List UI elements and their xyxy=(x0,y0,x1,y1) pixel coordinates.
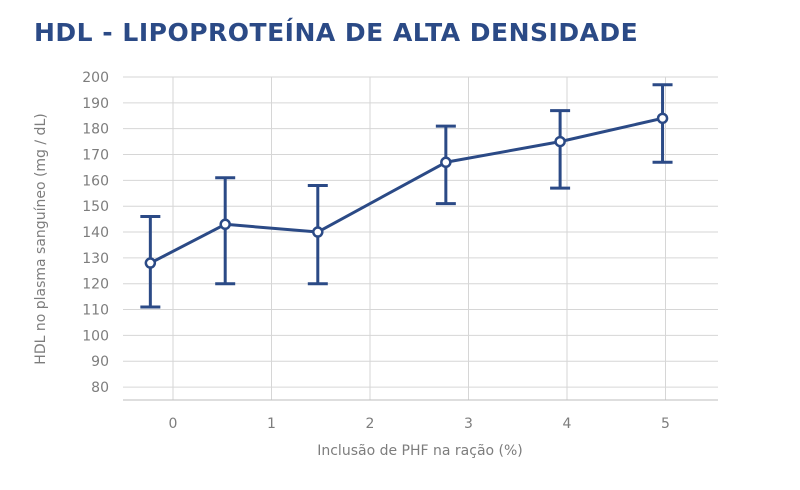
series-line xyxy=(149,116,663,265)
data-point xyxy=(144,257,157,269)
x-tick-label: 3 xyxy=(464,416,473,432)
data-point xyxy=(554,135,566,148)
y-tick-label: 140 xyxy=(82,225,109,241)
y-tick-label: 170 xyxy=(82,148,109,164)
x-tick-label: 2 xyxy=(366,416,375,432)
y-tick-label: 160 xyxy=(82,173,109,189)
data-point xyxy=(312,226,324,238)
x-tick-label: 0 xyxy=(169,416,178,432)
y-tick-label: 110 xyxy=(82,303,109,319)
x-tick-label: 1 xyxy=(267,416,276,432)
y-tick-label: 180 xyxy=(82,122,109,138)
y-tick-label: 200 xyxy=(82,70,109,86)
y-tick-label: 130 xyxy=(82,251,109,267)
y-tick-label: 100 xyxy=(82,328,109,344)
data-point xyxy=(656,112,669,125)
chart-title: HDL - LIPOPROTEÍNA DE ALTA DENSIDADE xyxy=(34,18,639,47)
y-tick-label: 190 xyxy=(82,96,109,112)
x-tick-label: 4 xyxy=(563,416,572,432)
y-tick-label: 80 xyxy=(91,380,109,396)
y-tick-label: 120 xyxy=(82,277,109,293)
data-point xyxy=(219,218,231,231)
x-tick-label: 5 xyxy=(661,416,670,432)
y-tick-label: 90 xyxy=(91,354,109,370)
y-tick-label: 150 xyxy=(82,199,109,215)
x-axis-label: Inclusão de PHF na ração (%) xyxy=(317,443,523,459)
data-point xyxy=(440,156,452,169)
y-axis-label: HDL no plasma sanguíneo (mg / dL) xyxy=(33,113,49,364)
